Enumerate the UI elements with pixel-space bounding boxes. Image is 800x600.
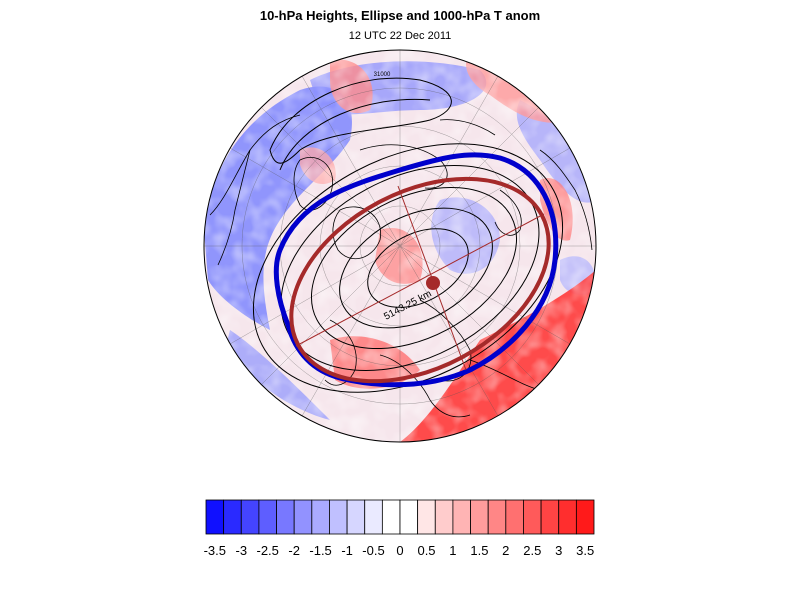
colorbar-box bbox=[417, 499, 436, 535]
colorbar-box bbox=[487, 499, 507, 535]
colorbar-box bbox=[276, 499, 295, 535]
colorbar-box bbox=[364, 499, 383, 535]
colorbar-box bbox=[505, 499, 524, 535]
colorbar-tick-label: 1 bbox=[449, 543, 457, 558]
colorbar-box bbox=[523, 499, 542, 535]
colorbar-tick-label: -2 bbox=[288, 543, 300, 558]
colorbar-box bbox=[293, 499, 313, 535]
colorbar-box bbox=[205, 499, 225, 535]
colorbar-box bbox=[346, 499, 366, 535]
height-contours bbox=[252, 77, 564, 393]
polar-map: 31000 5143.25 km bbox=[203, 49, 597, 443]
colorbar-box bbox=[311, 499, 330, 535]
colorbar-box bbox=[258, 499, 277, 535]
colorbar-box bbox=[452, 499, 471, 535]
ellipse-major-axis bbox=[295, 213, 545, 347]
colorbar-box bbox=[558, 499, 577, 535]
colorbar-tick-label: -1.5 bbox=[309, 543, 332, 558]
colorbar-box bbox=[223, 499, 242, 535]
colorbar-box bbox=[470, 499, 489, 535]
colorbar-box bbox=[381, 499, 401, 535]
colorbar-tick-label: 0.5 bbox=[417, 543, 436, 558]
colorbar-box bbox=[540, 499, 560, 535]
colorbar-tick-label: 0 bbox=[396, 543, 404, 558]
anomaly-field: 31000 5143.25 km bbox=[204, 50, 596, 442]
colorbar-tick-label: 2 bbox=[502, 543, 510, 558]
globe-outline bbox=[203, 49, 597, 443]
ellipse-centroid bbox=[426, 276, 440, 290]
colorbar-box bbox=[240, 499, 260, 535]
colorbar-box bbox=[329, 499, 348, 535]
colorbar-tick-label: -1 bbox=[341, 543, 353, 558]
colorbar-tick-label: 3.5 bbox=[576, 543, 595, 558]
colorbar-box bbox=[399, 499, 419, 535]
colorbar-tick-label: 3 bbox=[555, 543, 563, 558]
chart-title: 10-hPa Heights, Ellipse and 1000-hPa T a… bbox=[259, 8, 541, 23]
colorbar-box bbox=[434, 499, 454, 535]
colorbar-tick-label: 2.5 bbox=[523, 543, 542, 558]
chart-subtitle: 12 UTC 22 Dec 2011 bbox=[348, 30, 452, 42]
colorbar-box bbox=[575, 499, 595, 535]
colorbar-tick-label: -3.5 bbox=[203, 543, 226, 558]
colorbar-tick-label: -3 bbox=[235, 543, 248, 558]
contour-label-31000: 31000 bbox=[374, 72, 391, 78]
colorbar-tick-label: 1.5 bbox=[470, 543, 489, 558]
colorbar-tick-label: -0.5 bbox=[362, 543, 385, 558]
colorbar-tick-label: -2.5 bbox=[256, 543, 279, 558]
